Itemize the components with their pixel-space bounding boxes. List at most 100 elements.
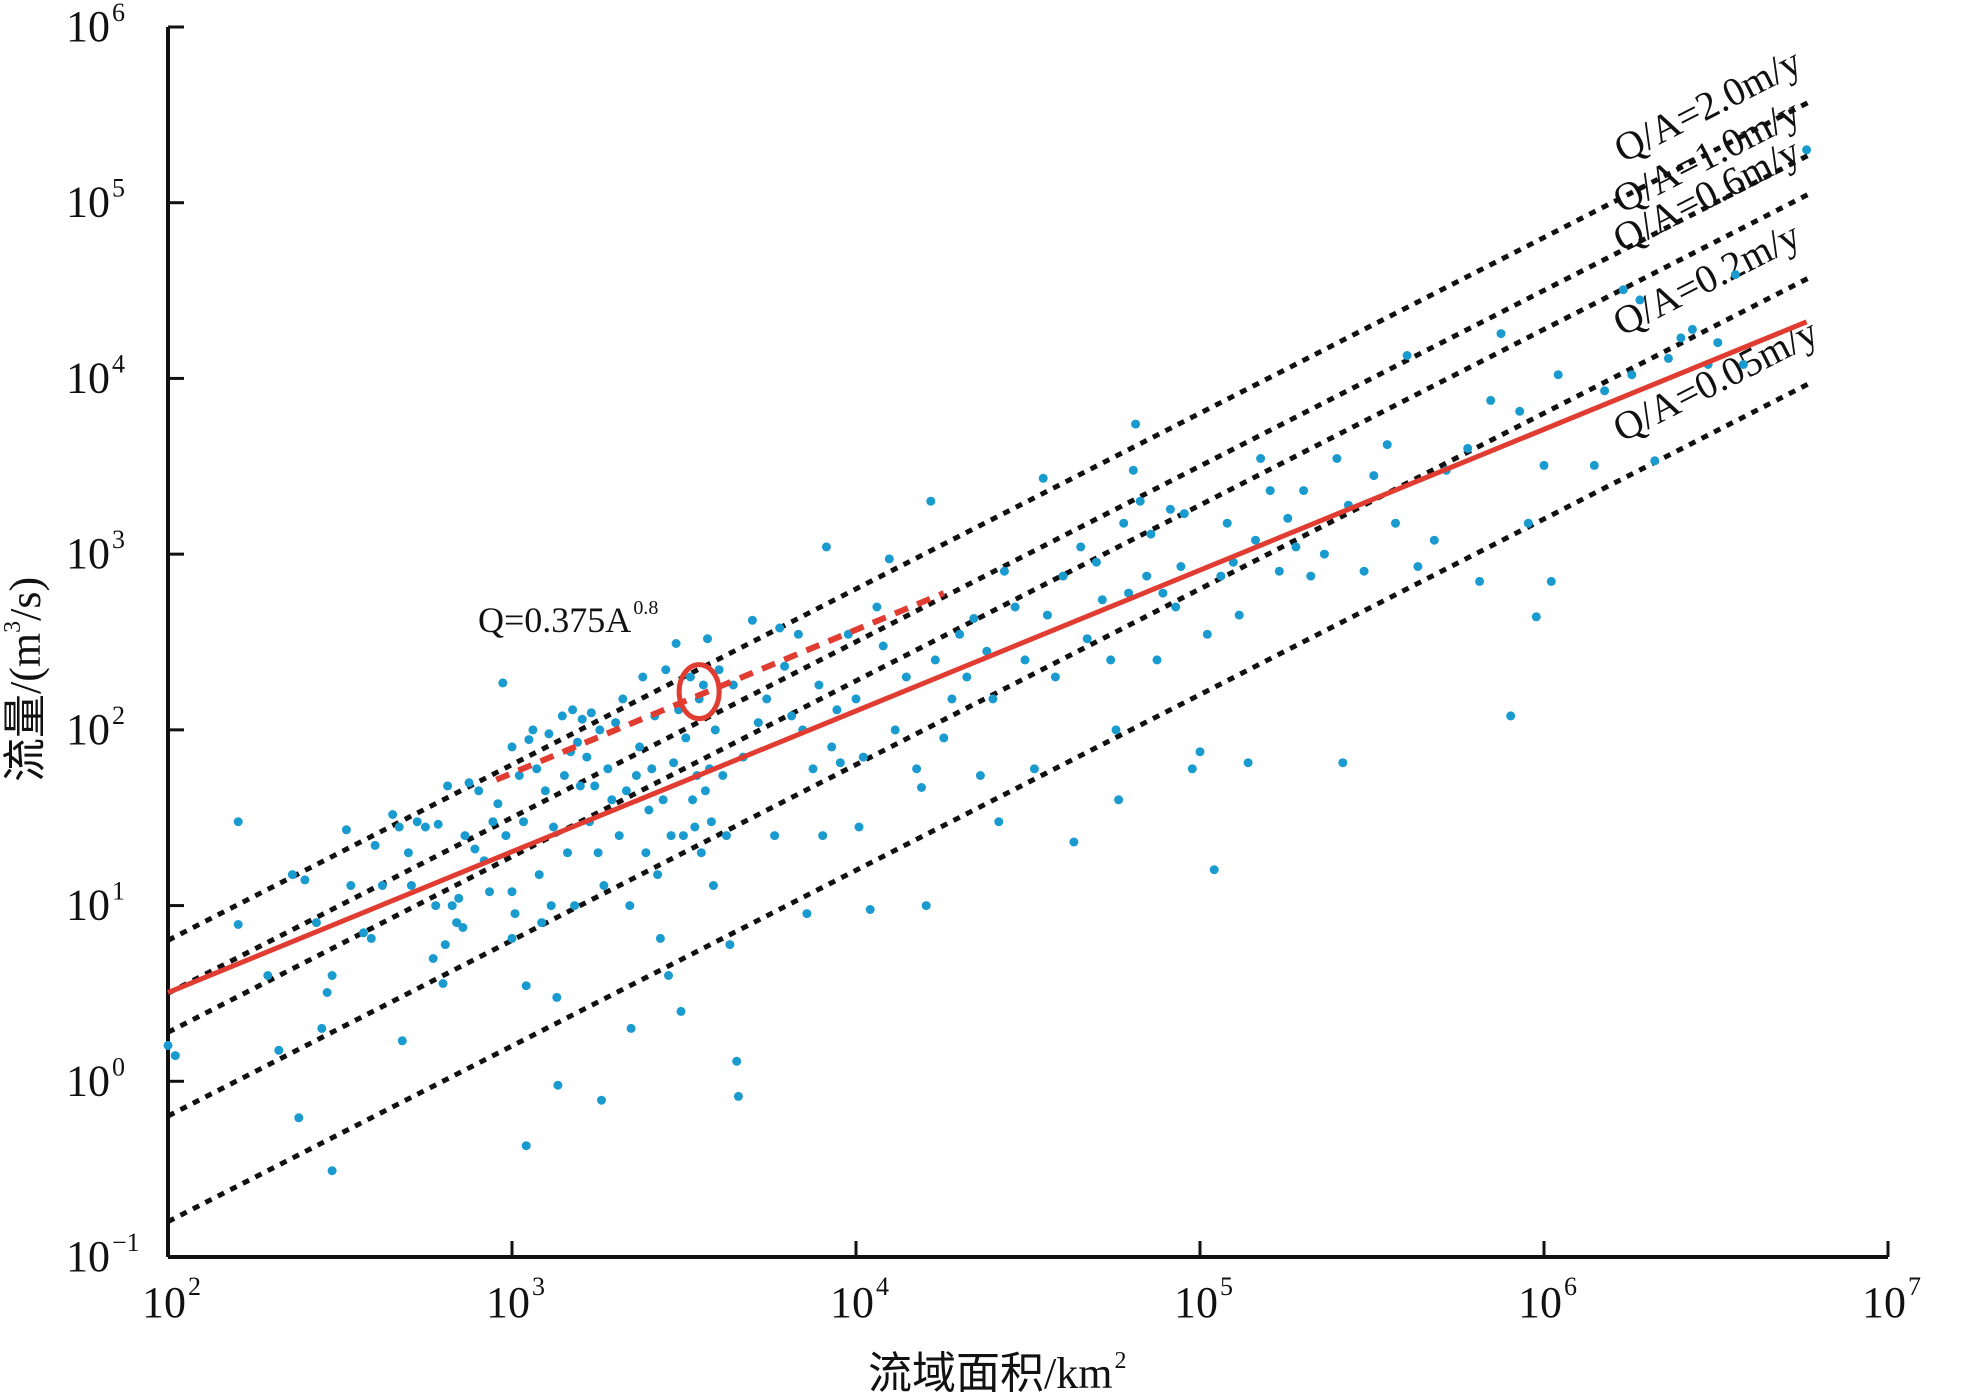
- data-point: [573, 737, 582, 747]
- reference-line: [166, 190, 1813, 1035]
- data-point: [443, 781, 453, 791]
- data-point: [1332, 454, 1342, 463]
- data-point: [884, 554, 894, 564]
- x-tick-exponent: 6: [1564, 1272, 1577, 1301]
- data-point: [544, 729, 554, 739]
- data-point: [311, 918, 321, 928]
- y-axis-title-suffix: /s): [1, 577, 50, 621]
- x-tick-exponent: 2: [188, 1272, 201, 1301]
- data-point: [832, 705, 842, 715]
- x-tick-label: 105: [1174, 1272, 1233, 1327]
- data-point: [1171, 602, 1181, 612]
- data-point: [1265, 486, 1275, 496]
- data-point: [700, 786, 710, 796]
- data-point: [1202, 629, 1212, 639]
- data-point: [1429, 535, 1439, 545]
- data-point: [1106, 655, 1116, 665]
- x-tick-exponent: 4: [876, 1272, 889, 1301]
- reference-line: [166, 380, 1813, 1224]
- data-point: [438, 979, 448, 988]
- data-point: [1158, 588, 1168, 598]
- data-point: [988, 694, 998, 704]
- x-tick-label: 107: [1862, 1272, 1921, 1327]
- data-point: [775, 623, 785, 633]
- data-point: [474, 786, 484, 796]
- data-point: [728, 680, 738, 690]
- data-point: [890, 725, 900, 735]
- data-point: [685, 672, 695, 682]
- data-point: [431, 901, 441, 911]
- equation-exponent: 0.8: [633, 597, 658, 619]
- data-point: [460, 831, 470, 841]
- data-point: [1111, 725, 1121, 735]
- data-point: [317, 1023, 327, 1033]
- data-point: [706, 817, 716, 827]
- data-point: [1152, 655, 1162, 665]
- data-point: [498, 678, 508, 688]
- data-point: [559, 771, 569, 780]
- data-point: [524, 735, 534, 745]
- data-point: [611, 718, 621, 728]
- data-point: [930, 655, 940, 665]
- data-point: [1802, 145, 1812, 155]
- data-point: [300, 875, 310, 885]
- data-point: [708, 881, 718, 890]
- data-point: [1589, 460, 1599, 470]
- data-point: [464, 778, 474, 788]
- data-point: [690, 822, 700, 832]
- data-point: [926, 496, 936, 506]
- data-point: [747, 615, 757, 625]
- data-point: [1531, 612, 1541, 622]
- data-point: [912, 764, 922, 774]
- data-point: [570, 901, 580, 911]
- data-point: [586, 708, 596, 718]
- data-point: [1274, 566, 1284, 576]
- y-tick-label: 104: [66, 349, 125, 402]
- data-point: [872, 602, 882, 612]
- data-point: [1020, 655, 1030, 665]
- data-point: [698, 680, 708, 690]
- data-point: [1402, 351, 1412, 360]
- y-tick-label: 102: [66, 701, 125, 754]
- data-point: [263, 971, 273, 980]
- data-point: [1506, 711, 1516, 721]
- data-point: [1243, 758, 1253, 768]
- equation-label: Q=0.375A 0.8: [478, 597, 658, 640]
- data-point: [865, 905, 875, 914]
- data-point: [403, 848, 413, 858]
- data-point: [557, 711, 567, 721]
- x-tick-label: 106: [1518, 1272, 1577, 1327]
- data-point: [1523, 518, 1533, 528]
- data-point: [1234, 610, 1244, 620]
- data-point: [818, 831, 828, 841]
- data-point: [678, 831, 688, 841]
- data-point: [1010, 602, 1020, 612]
- data-point: [671, 639, 681, 648]
- data-point: [582, 752, 592, 762]
- data-point: [1618, 285, 1628, 295]
- data-point: [1135, 496, 1145, 506]
- data-point: [1082, 634, 1092, 644]
- data-point: [519, 817, 528, 827]
- data-point: [1676, 333, 1686, 343]
- data-point: [975, 771, 985, 780]
- data-point: [664, 971, 673, 980]
- data-point: [1730, 270, 1740, 280]
- data-point: [955, 629, 965, 639]
- data-point: [1176, 562, 1186, 571]
- data-point: [1283, 513, 1293, 523]
- data-point: [969, 614, 979, 623]
- data-point: [575, 781, 585, 791]
- data-point: [1463, 443, 1473, 453]
- data-point: [568, 705, 578, 715]
- data-point: [982, 646, 992, 656]
- data-point: [552, 992, 562, 1002]
- data-point: [901, 672, 911, 682]
- data-point: [1291, 542, 1301, 552]
- data-point: [510, 909, 520, 919]
- data-point: [521, 981, 531, 991]
- data-point: [703, 634, 712, 644]
- data-point: [507, 933, 517, 943]
- data-point: [878, 641, 888, 651]
